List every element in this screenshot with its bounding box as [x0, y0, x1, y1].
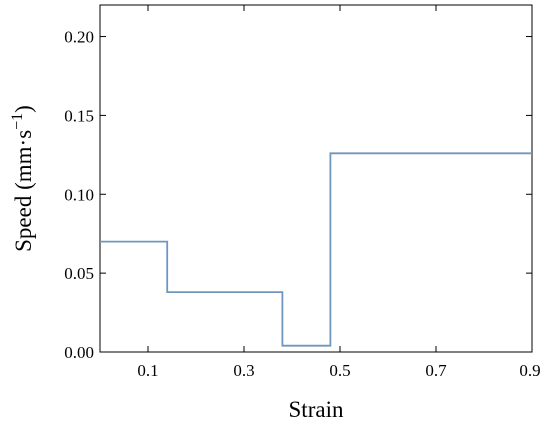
y-axis-title-superscript: −1 — [9, 113, 26, 130]
y-axis-title: Speed (mm·s−1) — [9, 105, 36, 252]
y-tick-label: 0.05 — [64, 264, 94, 283]
plot-frame — [99, 4, 533, 353]
y-axis-title-close: ) — [11, 105, 36, 113]
y-tick-label: 0.20 — [64, 28, 94, 47]
y-tick-label: 0.00 — [64, 343, 94, 362]
x-tick-label: 0.9 — [519, 361, 540, 380]
x-axis-title: Strain — [289, 397, 344, 422]
y-axis-title-main: Speed (mm·s — [11, 130, 36, 252]
x-tick-label: 0.5 — [329, 361, 350, 380]
axis-ticks: 0.1 0.3 0.5 0.7 0.9 0.00 0.05 0.10 0.15 0.20 — [64, 5, 541, 380]
y-tick-label: 0.10 — [64, 185, 94, 204]
x-tick-label: 0.1 — [137, 361, 158, 380]
y-tick-label: 0.15 — [64, 106, 94, 125]
x-tick-label: 0.7 — [425, 361, 447, 380]
speed-series-line — [100, 152, 532, 347]
series-group — [100, 152, 532, 347]
plot-border — [99, 4, 533, 353]
x-tick-label: 0.3 — [233, 361, 254, 380]
